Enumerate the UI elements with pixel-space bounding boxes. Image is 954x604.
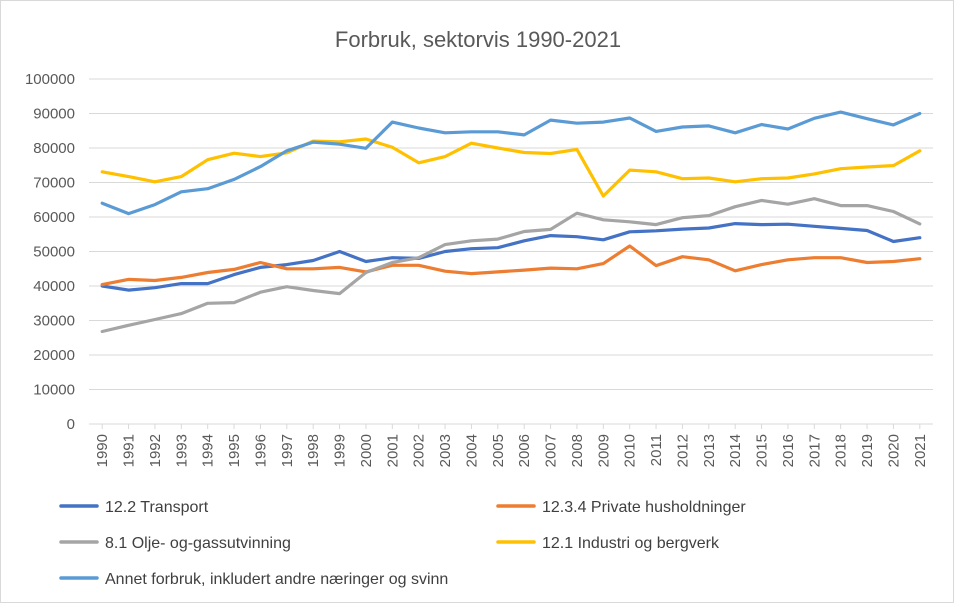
x-tick-label: 2009 bbox=[595, 434, 612, 467]
y-tick-label: 40000 bbox=[33, 278, 75, 295]
y-tick-label: 80000 bbox=[33, 140, 75, 157]
x-tick-label: 2004 bbox=[463, 434, 480, 467]
y-tick-label: 60000 bbox=[33, 209, 75, 226]
chart-title: Forbruk, sektorvis 1990-2021 bbox=[335, 27, 621, 52]
x-tick-label: 1997 bbox=[279, 434, 296, 467]
x-tick-label: 1996 bbox=[252, 434, 269, 467]
x-tick-label: 2015 bbox=[754, 434, 771, 467]
series-line-3 bbox=[100, 197, 922, 334]
x-tick-label: 2002 bbox=[411, 434, 428, 467]
x-tick-label: 1995 bbox=[226, 434, 243, 467]
legend-label: 12.1 Industri og bergverk bbox=[542, 535, 720, 552]
legend-label: 12.3.4 Private husholdninger bbox=[542, 499, 746, 516]
y-tick-label: 10000 bbox=[33, 382, 75, 399]
x-tick-label: 2005 bbox=[490, 434, 507, 467]
y-tick-label: 90000 bbox=[33, 106, 75, 123]
y-tick-label: 20000 bbox=[33, 347, 75, 364]
x-tick-label: 2017 bbox=[806, 434, 823, 467]
series-line-1 bbox=[100, 222, 922, 292]
x-tick-label: 2016 bbox=[780, 434, 797, 467]
y-tick-label: 70000 bbox=[33, 175, 75, 192]
x-tick-label: 1998 bbox=[305, 434, 322, 467]
x-tick-label: 2014 bbox=[727, 434, 744, 467]
x-tick-label: 2010 bbox=[622, 434, 639, 467]
x-tick-label: 2012 bbox=[674, 434, 691, 467]
x-tick-label: 1991 bbox=[121, 434, 138, 467]
x-tick-label: 1992 bbox=[147, 434, 164, 467]
x-tick-label: 1999 bbox=[332, 434, 349, 467]
legend: 12.2 Transport 12.3.4 Private husholdning… bbox=[59, 499, 746, 588]
x-tick-label: 2001 bbox=[384, 434, 401, 467]
x-tick-label: 2000 bbox=[358, 434, 375, 467]
x-tick-label: 1993 bbox=[173, 434, 190, 467]
x-tick-label: 2011 bbox=[648, 434, 665, 466]
legend-label: 12.2 Transport bbox=[105, 499, 209, 516]
series-line-4 bbox=[100, 137, 922, 198]
series-line-5 bbox=[100, 110, 922, 216]
series-line-2 bbox=[100, 244, 922, 287]
x-tick-label: 1990 bbox=[94, 434, 111, 467]
series-lines bbox=[100, 110, 922, 334]
x-tick-label: 2007 bbox=[543, 434, 560, 467]
y-tick-label: 0 bbox=[67, 416, 75, 433]
y-tick-label: 100000 bbox=[25, 71, 75, 88]
legend-label: Annet forbruk, inkludert andre næringer … bbox=[105, 571, 448, 588]
x-tick-label: 2021 bbox=[912, 434, 929, 467]
x-axis-tick-labels: 1990 1991 1992 1993 1994 1995 1996 1997 1998 1999… bbox=[94, 424, 929, 467]
gridlines bbox=[89, 78, 933, 425]
y-tick-label: 30000 bbox=[33, 313, 75, 330]
x-tick-label: 2019 bbox=[859, 434, 876, 467]
x-tick-label: 2018 bbox=[833, 434, 850, 467]
legend-label: 8.1 Olje- og-gassutvinning bbox=[105, 535, 291, 552]
y-tick-label: 50000 bbox=[33, 244, 75, 261]
x-tick-label: 2013 bbox=[701, 434, 718, 467]
x-tick-label: 2020 bbox=[885, 434, 902, 467]
x-tick-label: 2006 bbox=[516, 434, 533, 467]
x-tick-label: 1994 bbox=[200, 434, 217, 467]
y-axis-tick-labels: 0 10000 20000 30000 40000 50000 60000 70000 8000… bbox=[25, 71, 75, 433]
x-tick-label: 2003 bbox=[437, 434, 454, 467]
x-tick-label: 2008 bbox=[569, 434, 586, 467]
